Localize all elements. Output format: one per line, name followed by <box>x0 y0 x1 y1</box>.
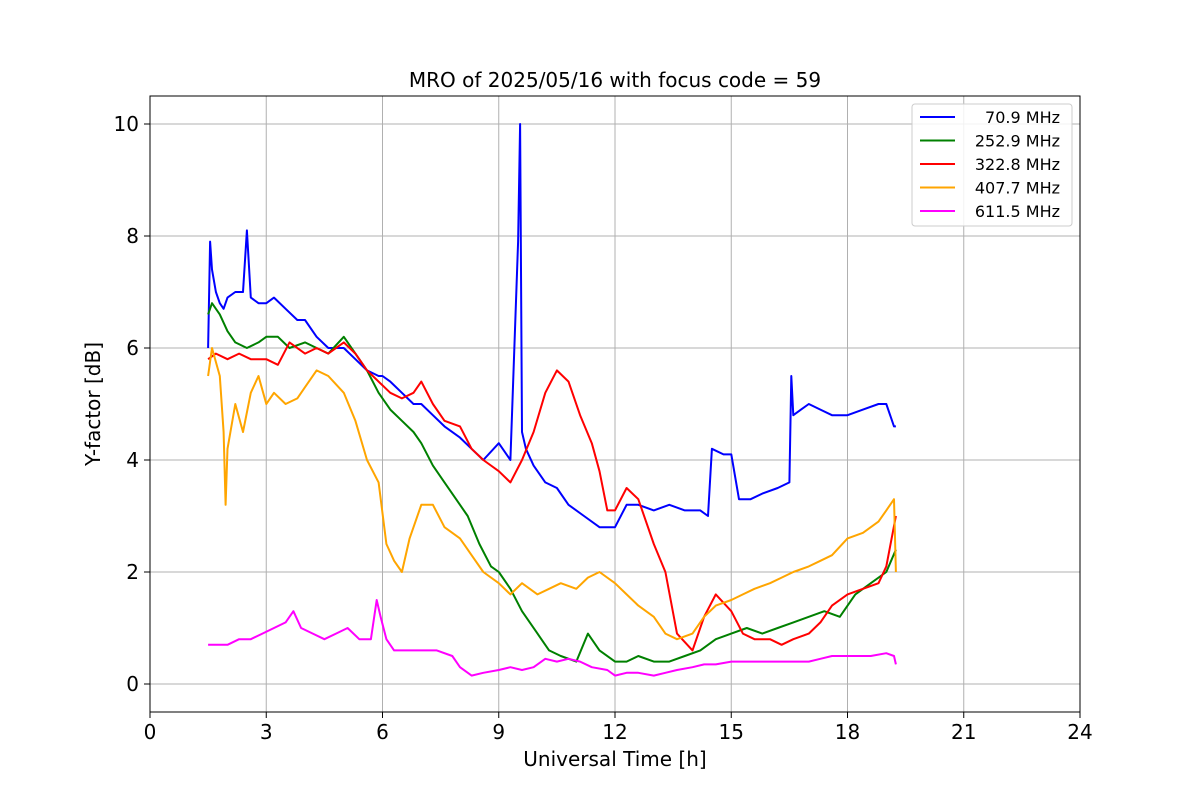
legend-label: 252.9 MHz <box>975 132 1060 151</box>
x-tick-label: 18 <box>835 720 860 744</box>
series-line-611-5-mhz <box>208 599 897 677</box>
legend: 70.9 MHz 252.9 MHz 322.8 MHz 407.7 MHz 611.5… <box>911 103 1073 227</box>
series-line-322-8-mhz <box>207 341 897 652</box>
x-tick-label: 12 <box>602 720 627 744</box>
y-tick-label: 0 <box>126 672 139 696</box>
series-line-70-9-mhz <box>207 123 896 529</box>
chart-title: MRO of 2025/05/16 with focus code = 59 <box>409 68 821 92</box>
x-tick-label: 24 <box>1067 720 1092 744</box>
legend-label: 322.8 MHz <box>975 155 1060 174</box>
y-tick-label: 10 <box>114 112 139 136</box>
x-tick-label: 21 <box>951 720 976 744</box>
legend-entries: 70.9 MHz 252.9 MHz 322.8 MHz 407.7 MHz 611.5… <box>920 108 1060 221</box>
x-tick-label: 6 <box>376 720 389 744</box>
x-tick-label: 3 <box>260 720 273 744</box>
legend-label: 407.7 MHz <box>975 179 1060 198</box>
x-tick-label: 9 <box>492 720 505 744</box>
x-tick-label: 0 <box>144 720 157 744</box>
series-line-407-7-mhz <box>207 347 897 641</box>
y-axis-ticks: 0 2 4 6 8 10 <box>114 112 150 696</box>
x-axis-label: Universal Time [h] <box>523 747 706 771</box>
x-axis-ticks: 0 3 6 9 12 15 18 21 24 <box>144 712 1093 744</box>
y-tick-label: 8 <box>126 224 139 248</box>
y-axis-label: Y-factor [dB] <box>81 342 105 467</box>
y-tick-label: 2 <box>126 560 139 584</box>
legend-box <box>911 103 1073 227</box>
series-line-252-9-mhz <box>207 302 897 663</box>
series-lines <box>207 123 897 677</box>
legend-label: 611.5 MHz <box>975 202 1060 221</box>
y-tick-label: 4 <box>126 448 139 472</box>
x-tick-label: 15 <box>719 720 744 744</box>
y-tick-label: 6 <box>126 336 139 360</box>
legend-label: 70.9 MHz <box>985 108 1060 127</box>
